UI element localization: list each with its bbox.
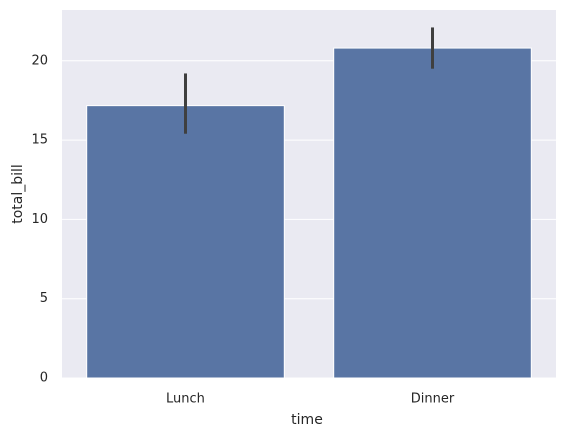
y-axis-label: total_bill	[10, 164, 26, 224]
y-tick-label: 0	[40, 371, 48, 386]
bar	[86, 105, 285, 379]
x-tick-label: Lunch	[166, 392, 205, 407]
y-tick-label: 10	[31, 212, 48, 227]
y-tick-label: 15	[31, 133, 48, 148]
y-tick-label: 5	[40, 291, 48, 306]
x-axis-label: time	[291, 412, 323, 428]
x-tick-label: Dinner	[411, 392, 455, 407]
bar	[333, 47, 532, 379]
y-tick-label: 20	[31, 53, 48, 68]
